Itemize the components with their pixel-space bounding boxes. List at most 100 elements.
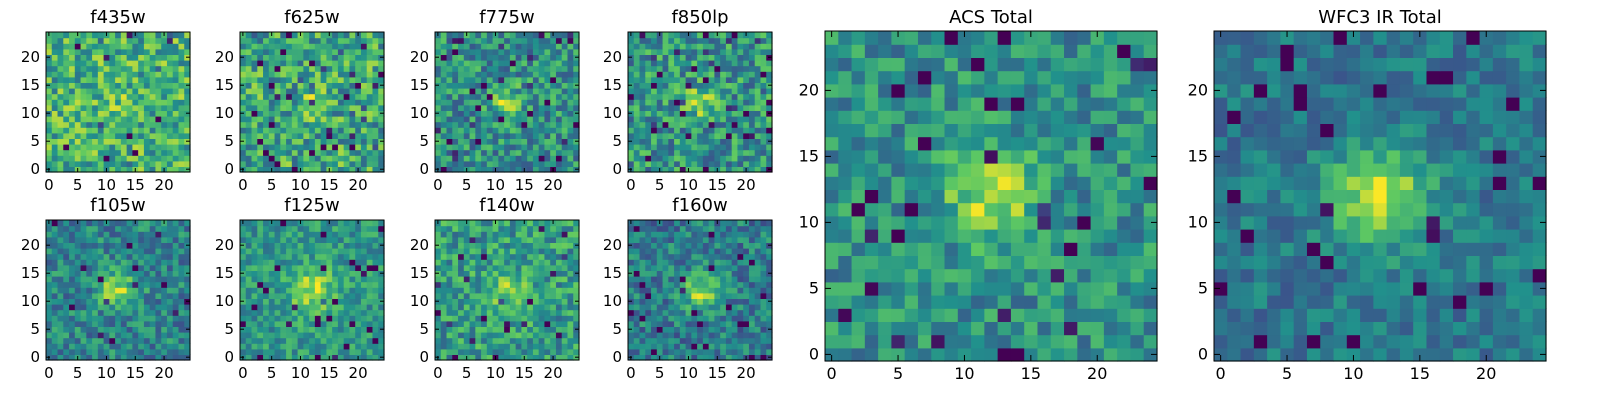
pixel-cell xyxy=(372,326,379,333)
pixel-cell xyxy=(360,264,368,271)
pixel-cell xyxy=(668,309,675,316)
pixel-cell xyxy=(679,82,687,89)
pixel-cell xyxy=(573,231,580,238)
pixel-cell xyxy=(291,253,299,260)
pixel-cell xyxy=(337,60,345,67)
pixel-cell xyxy=(286,149,293,156)
pixel-cell xyxy=(725,88,733,95)
pixel-cell xyxy=(115,337,122,344)
pixel-cell xyxy=(149,270,157,277)
pixel-cell xyxy=(291,37,299,44)
pixel-cell xyxy=(435,292,442,299)
pixel-cell xyxy=(760,144,767,151)
pixel-cell xyxy=(80,298,87,305)
pixel-cell xyxy=(754,76,762,83)
pixel-cell xyxy=(737,144,744,151)
pixel-cell xyxy=(355,54,362,61)
pixel-cell xyxy=(372,220,379,227)
pixel-cell xyxy=(46,104,53,111)
pixel-cell xyxy=(63,315,70,322)
pixel-cell xyxy=(251,160,258,167)
pixel-cell xyxy=(628,304,635,311)
pixel-cell xyxy=(628,155,635,162)
pixel-cell xyxy=(103,242,110,249)
pixel-cell xyxy=(766,160,773,167)
pixel-cell xyxy=(80,121,87,128)
pixel-cell xyxy=(286,82,293,89)
pixel-cell xyxy=(280,259,287,266)
pixel-cell xyxy=(504,276,511,283)
pixel-cell xyxy=(532,43,540,50)
pixel-cell xyxy=(737,149,744,156)
pixel-cell xyxy=(349,343,356,350)
pixel-cell xyxy=(178,149,185,156)
pixel-cell xyxy=(286,320,293,327)
pixel-cell xyxy=(286,225,293,232)
pixel-cell xyxy=(343,231,351,238)
pixel-cell xyxy=(532,264,540,271)
pixel-cell xyxy=(80,65,87,72)
pixel-cell xyxy=(372,116,379,123)
pixel-cell xyxy=(355,138,362,145)
pixel-cell xyxy=(521,326,528,333)
pixel-cell xyxy=(639,326,646,333)
pixel-cell xyxy=(86,110,93,117)
pixel-cell xyxy=(702,54,710,61)
pixel-cell xyxy=(679,37,687,44)
pixel-cell xyxy=(360,104,368,111)
pixel-cell xyxy=(550,253,557,260)
pixel-cell xyxy=(343,326,351,333)
pixel-cell xyxy=(532,220,540,227)
pixel-cell xyxy=(92,264,99,271)
pixel-cell xyxy=(343,160,351,167)
pixel-cell xyxy=(80,82,87,89)
pixel-cell xyxy=(166,231,174,238)
pixel-cell xyxy=(326,264,333,271)
pixel-cell xyxy=(656,121,664,128)
pixel-cell xyxy=(309,315,316,322)
pixel-cell xyxy=(343,337,351,344)
pixel-cell xyxy=(446,343,453,350)
pixel-cell xyxy=(538,37,546,44)
pixel-cell xyxy=(555,320,563,327)
pixel-cell xyxy=(633,65,641,72)
pixel-cell xyxy=(504,326,511,333)
pixel-cell xyxy=(97,71,105,78)
pixel-cell xyxy=(57,132,64,139)
pixel-cell xyxy=(314,160,322,167)
pixel-cell xyxy=(561,93,569,100)
pixel-cell xyxy=(515,259,522,266)
pixel-cell xyxy=(172,270,180,277)
pixel-cell xyxy=(720,71,727,78)
pixel-cell xyxy=(440,337,448,344)
pixel-cell xyxy=(561,348,569,355)
pixel-cell xyxy=(463,138,471,145)
pixel-cell xyxy=(126,320,133,327)
pixel-cell xyxy=(126,231,133,238)
y-tick-label: 5 xyxy=(30,320,40,338)
pixel-cell xyxy=(161,259,168,266)
pixel-cell xyxy=(120,99,128,106)
x-tick-label: 0 xyxy=(44,364,54,382)
pixel-cell xyxy=(51,298,59,305)
pixel-cell xyxy=(360,65,368,72)
pixel-cell xyxy=(303,48,310,55)
pixel-cell xyxy=(662,315,669,322)
pixel-cell xyxy=(314,110,322,117)
pixel-cell xyxy=(63,37,70,44)
pixel-cell xyxy=(309,242,316,249)
pixel-cell xyxy=(343,309,351,316)
pixel-cell xyxy=(544,332,551,339)
pixel-cell xyxy=(115,259,122,266)
axes-frame xyxy=(239,219,385,361)
pixel-cell xyxy=(115,144,122,151)
pixel-cell xyxy=(309,276,316,283)
pixel-cell xyxy=(674,315,681,322)
pixel-cell xyxy=(760,138,767,145)
pixel-cell xyxy=(685,93,692,100)
pixel-cell xyxy=(263,60,270,67)
pixel-cell xyxy=(440,348,448,355)
pixel-cell xyxy=(115,242,122,249)
pixel-cell xyxy=(645,298,652,305)
